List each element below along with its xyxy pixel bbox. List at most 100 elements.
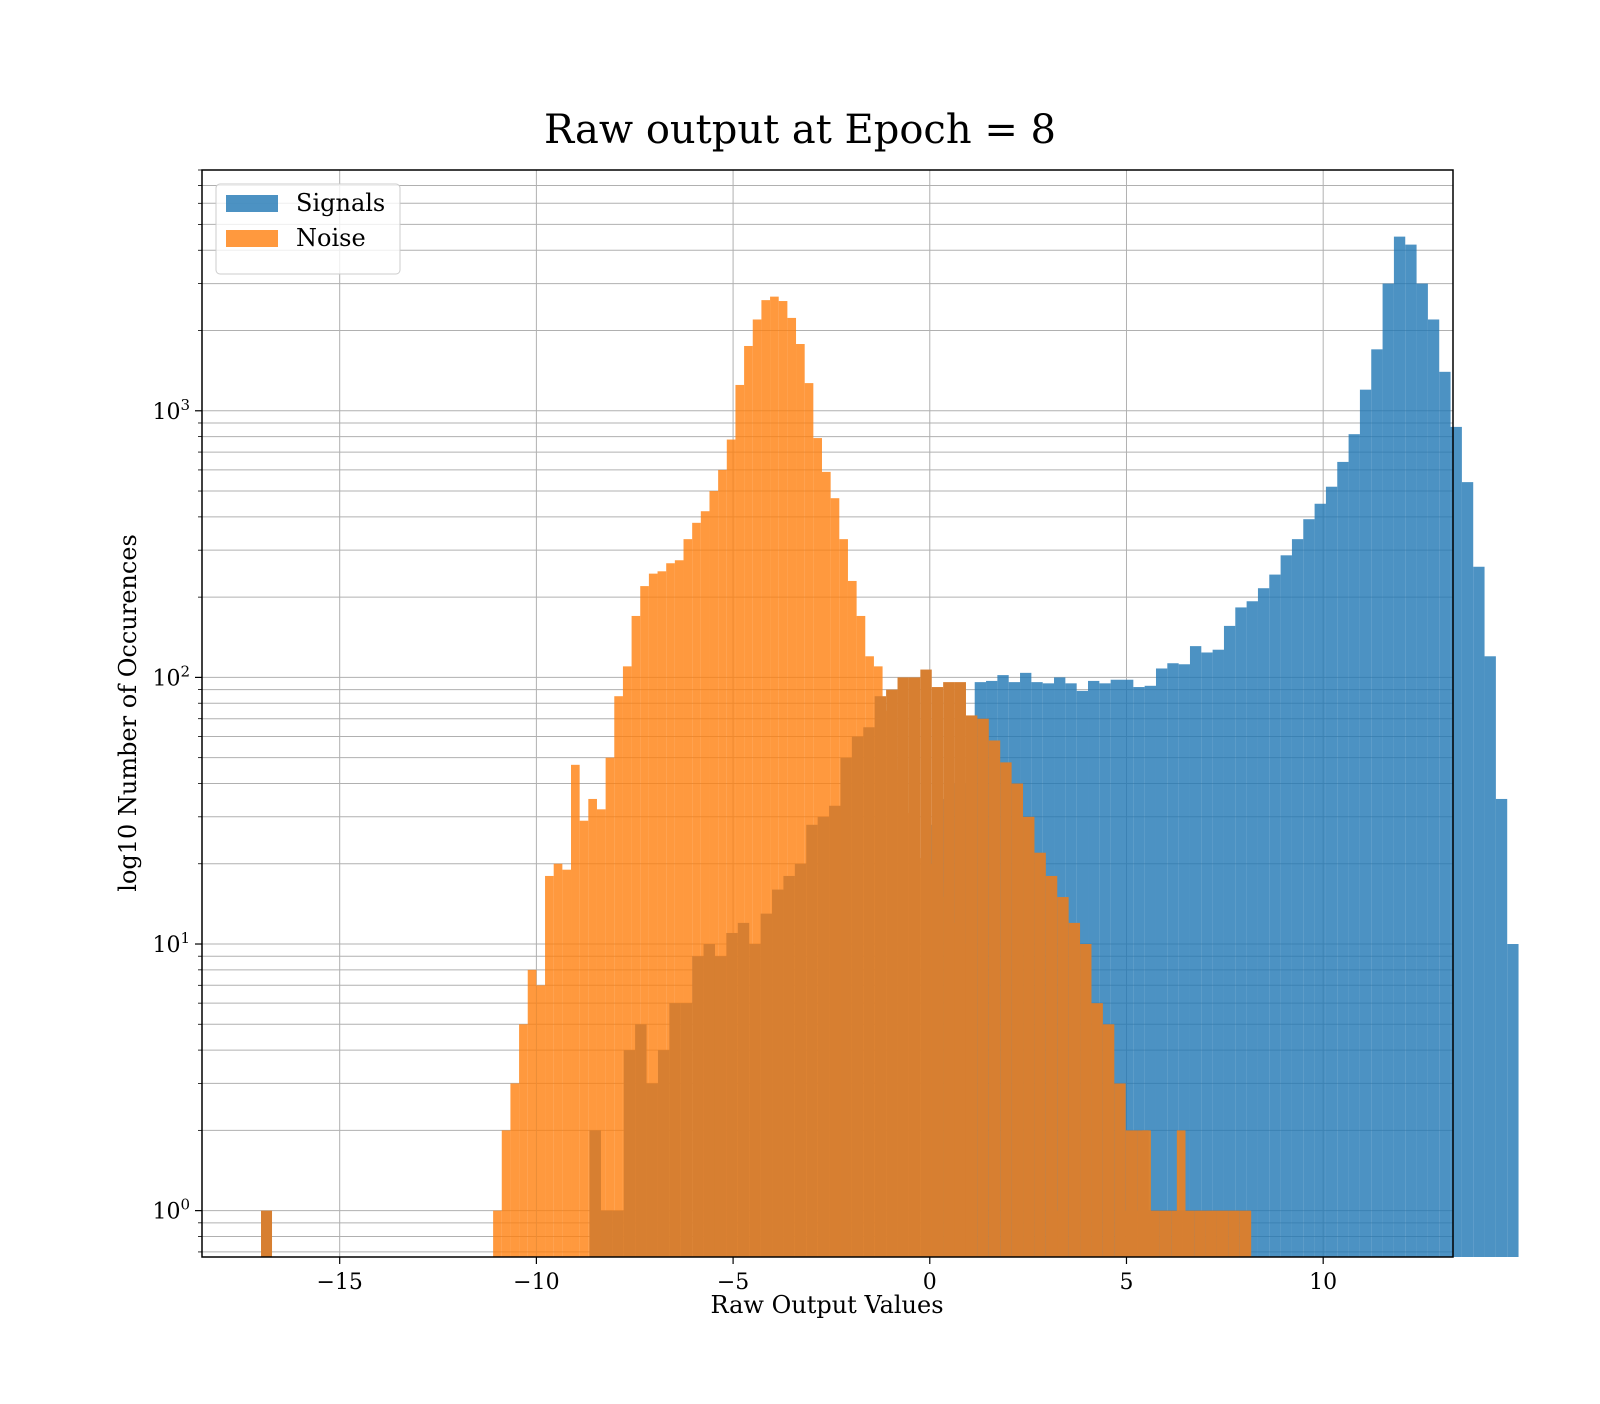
histogram-bar [1176, 1130, 1186, 1257]
histogram-bar [600, 1210, 613, 1257]
histogram-bar [1155, 668, 1168, 1257]
histogram-bar [1382, 283, 1394, 1258]
legend-label: Noise [296, 224, 366, 252]
histogram-bar [851, 736, 864, 1257]
histogram-bar [692, 522, 701, 1257]
histogram-bar [1102, 1024, 1115, 1257]
histogram-bar [1099, 683, 1111, 1257]
histogram-bar [1201, 652, 1213, 1257]
histogram-bar [772, 889, 784, 1257]
histogram-bar [943, 682, 955, 1257]
histogram-bar [1291, 539, 1304, 1257]
histogram-bar [778, 301, 788, 1257]
x-tick-label: −10 [513, 1270, 559, 1295]
histogram-bar [1228, 1210, 1240, 1257]
histogram-bar [622, 666, 632, 1257]
histogram-bar [714, 956, 727, 1257]
histogram-bar [1416, 283, 1428, 1258]
histogram-bar [553, 863, 563, 1257]
y-tick-label: 100 [152, 1196, 190, 1225]
histogram-bar [718, 469, 727, 1257]
histogram-bar [1393, 236, 1406, 1258]
histogram-bar [1023, 816, 1035, 1257]
legend-label: Signals [296, 189, 385, 217]
histogram-bar [783, 875, 795, 1257]
y-tick-label: 103 [152, 396, 190, 425]
histogram-bar [657, 571, 667, 1257]
histogram-bar [920, 669, 932, 1257]
histogram-bar [1450, 426, 1462, 1258]
histogram-bar [501, 1130, 511, 1257]
histogram-bar [648, 573, 658, 1257]
histogram-bar [510, 1083, 520, 1257]
x-tick-label: 5 [1119, 1270, 1133, 1295]
histogram-bar [840, 757, 852, 1257]
legend-swatch [226, 195, 278, 212]
plot-frame [201, 169, 1454, 1258]
histogram-bar [1110, 679, 1122, 1257]
x-tick-label: −5 [717, 1270, 749, 1295]
histogram-bar [1427, 319, 1440, 1257]
histogram-bar [1484, 656, 1496, 1257]
histogram-bar [1371, 349, 1383, 1257]
histogram-bar [1257, 588, 1270, 1257]
histogram-bar [614, 696, 623, 1257]
histogram-bar [1461, 482, 1474, 1257]
histogram-bar [589, 1130, 601, 1257]
histogram-bar [709, 491, 719, 1257]
histogram-bar [623, 1050, 636, 1257]
histogram-bar [261, 1210, 273, 1257]
histogram-bar [1359, 389, 1372, 1258]
histogram-bar [794, 863, 807, 1257]
histogram-bar [640, 586, 649, 1257]
histogram-bar [579, 820, 589, 1257]
histogram-bar [1269, 574, 1281, 1257]
histogram-bar [761, 300, 771, 1257]
histogram-bar [635, 1024, 647, 1257]
x-tick-label: 10 [1309, 1270, 1337, 1295]
histogram-bar [1057, 897, 1069, 1257]
histogram-bar [1148, 1210, 1160, 1257]
histogram-bar [752, 319, 762, 1257]
histogram-bar [1325, 486, 1338, 1257]
histogram-bar [726, 439, 736, 1257]
histogram-bar [988, 740, 1001, 1257]
histogram-bar [1194, 1210, 1206, 1257]
histogram-bar [796, 344, 805, 1257]
x-tick-label: −15 [316, 1270, 362, 1295]
histogram-bar [1137, 1130, 1149, 1257]
histogram-bar [562, 869, 572, 1257]
histogram-bar [1216, 1210, 1229, 1257]
histogram-bar [886, 689, 898, 1257]
histogram-bar [965, 715, 978, 1257]
histogram-bar [700, 511, 710, 1257]
histogram-bar [726, 932, 738, 1257]
histogram-bar [571, 764, 580, 1257]
histogram-bar [545, 875, 554, 1257]
histogram-bar [1337, 461, 1349, 1257]
histogram-bar [1303, 519, 1315, 1257]
histogram-bar [1178, 664, 1190, 1257]
histogram-bar [735, 384, 745, 1257]
histogram-bar [787, 317, 797, 1258]
histogram-bar [1045, 875, 1058, 1257]
histogram-bar [977, 718, 989, 1257]
histogram-bar [1212, 649, 1224, 1257]
histogram-bar [1223, 625, 1236, 1257]
histogram-bar [536, 985, 546, 1257]
axis-ticks: −15 −10 −5 0 5 10 100 101 102 103 [152, 169, 1337, 1295]
histogram-bar [1068, 922, 1081, 1257]
histogram-bars [261, 236, 1519, 1258]
histogram-bar [612, 1210, 624, 1257]
histogram-bar [1159, 1210, 1172, 1257]
histogram-bar [605, 757, 615, 1257]
legend: Signals Noise [215, 183, 401, 275]
histogram-bar [1405, 244, 1417, 1258]
x-axis-label: Raw Output Values [710, 1291, 943, 1319]
histogram-bar [1034, 852, 1046, 1257]
histogram-bar [692, 956, 704, 1257]
histogram-bar [669, 1003, 681, 1257]
histogram-bar [1473, 566, 1485, 1257]
